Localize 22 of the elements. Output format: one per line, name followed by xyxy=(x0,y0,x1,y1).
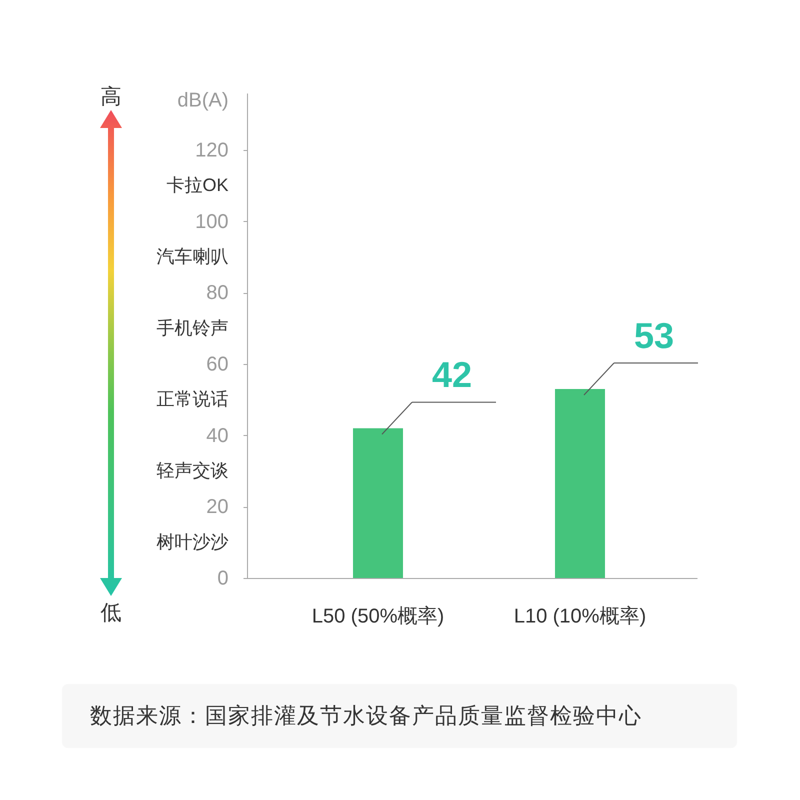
y-tick-label: 40 xyxy=(206,424,228,447)
text: 高 xyxy=(100,86,122,108)
y-tick-label: 轻声交谈 xyxy=(156,460,228,481)
source-note: 数据来源：国家排灌及节水设备产品质量监督检验中心 xyxy=(90,703,642,728)
note-panel: 数据来源：国家排灌及节水设备产品质量监督检验中心 xyxy=(62,684,737,748)
x-tick-label: L10 (10%概率) xyxy=(514,606,646,628)
y-tick-label: 0 xyxy=(217,568,228,590)
y-tick-label: 80 xyxy=(206,282,228,304)
y-tick-label: 正常说话 xyxy=(156,389,228,410)
y-tick-label: 20 xyxy=(206,496,228,518)
y-tick-label: 120 xyxy=(195,140,228,162)
y-axis-title: dB(A) xyxy=(177,90,228,112)
y-tick-label: 60 xyxy=(206,354,228,376)
y-tick-label: 卡拉OK xyxy=(166,175,228,196)
data-label: 42 xyxy=(432,354,472,396)
x-tick-label: L50 (50%概率) xyxy=(312,606,444,628)
y-tick-label: 汽车喇叭 xyxy=(156,246,228,267)
y-tick-label: 树叶沙沙 xyxy=(156,532,228,552)
y-tick-label: 100 xyxy=(195,210,228,233)
text: 低 xyxy=(100,602,122,624)
data-label: 53 xyxy=(634,314,674,356)
y-tick-label: 手机铃声 xyxy=(156,318,228,338)
